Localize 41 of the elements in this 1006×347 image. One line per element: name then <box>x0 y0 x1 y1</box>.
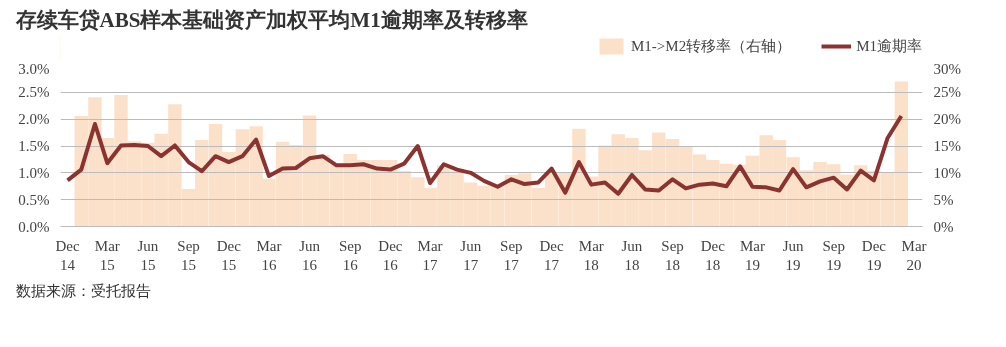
x-tick-label: Mar 20 <box>901 237 927 273</box>
source-note: 数据来源：受托报告 <box>15 282 151 299</box>
y-tick-label: 0.5% <box>18 191 50 208</box>
x-tick-label: Mar 16 <box>256 237 282 273</box>
line-series <box>65 113 904 196</box>
y-tick-label: 3.0% <box>18 60 50 77</box>
x-tick-label: Sep 19 <box>822 237 845 273</box>
y2-tick-label: 20% <box>933 111 961 128</box>
y2-tick-label: 10% <box>933 164 961 181</box>
y2-tick-label: 0% <box>933 218 954 235</box>
x-tick-label: Dec 16 <box>378 237 403 273</box>
x-tick-label: Sep 17 <box>500 237 523 273</box>
x-tick-label: Jun 19 <box>782 237 805 273</box>
x-tick-label: Mar 19 <box>739 237 765 273</box>
x-tick-label: Mar 15 <box>94 237 120 273</box>
x-tick-label: Mar 18 <box>578 237 604 273</box>
x-tick-label: Sep 18 <box>661 237 684 273</box>
x-tick-label: Sep 15 <box>177 237 200 273</box>
x-tick-label: Mar 17 <box>417 237 443 273</box>
x-tick-label: Sep 16 <box>338 237 362 273</box>
x-tick-label: Jun 15 <box>137 237 159 273</box>
x-tick-label: Dec 17 <box>539 237 564 273</box>
y-tick-label: 0.0% <box>18 218 50 235</box>
legend-label: M1->M2转移率（右轴） <box>631 36 792 56</box>
y-tick-label: 2.0% <box>18 111 50 128</box>
y-tick-label: 1.5% <box>18 138 50 154</box>
y2-tick-label: 30% <box>933 60 961 77</box>
x-tick-label: Jun 16 <box>299 237 321 273</box>
legend-label: M1逾期率 <box>856 36 922 56</box>
x-tick-label: Jun 18 <box>621 237 643 273</box>
chart-title: 存续车贷ABS样本基础资产加权平均M1逾期率及转移率 <box>14 7 528 32</box>
x-tick-label: Dec 14 <box>55 237 80 273</box>
x-tick-label: Dec 15 <box>216 237 242 273</box>
y-tick-label: 1.0% <box>18 164 50 181</box>
x-tick-label: Jun 17 <box>460 237 482 273</box>
x-tick-label: Dec 19 <box>861 237 887 273</box>
x-tick-label: Dec 18 <box>700 237 726 273</box>
y2-tick-label: 5% <box>933 191 954 208</box>
y2-tick-label: 15% <box>933 138 961 154</box>
y2-tick-label: 25% <box>933 84 961 101</box>
y-tick-label: 2.5% <box>18 84 50 101</box>
